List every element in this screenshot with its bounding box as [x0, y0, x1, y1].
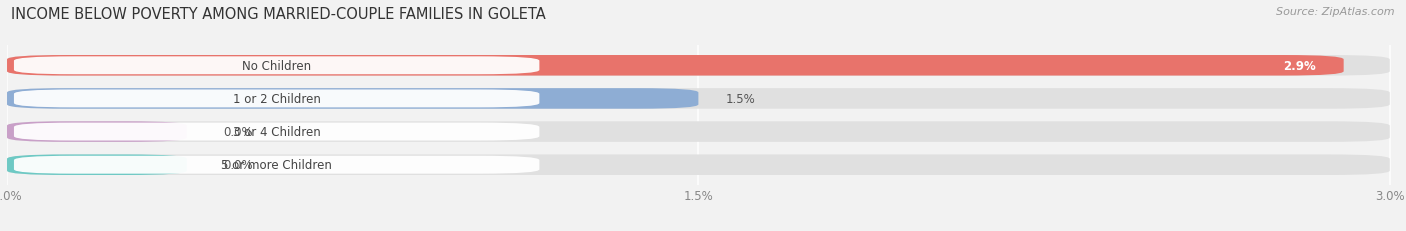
Text: 1 or 2 Children: 1 or 2 Children [233, 93, 321, 106]
FancyBboxPatch shape [7, 155, 187, 175]
FancyBboxPatch shape [14, 123, 540, 141]
FancyBboxPatch shape [7, 89, 699, 109]
Text: 1.5%: 1.5% [725, 93, 756, 106]
FancyBboxPatch shape [14, 90, 540, 108]
FancyBboxPatch shape [14, 57, 540, 75]
Text: 3 or 4 Children: 3 or 4 Children [233, 125, 321, 138]
FancyBboxPatch shape [14, 156, 540, 174]
Text: Source: ZipAtlas.com: Source: ZipAtlas.com [1277, 7, 1395, 17]
FancyBboxPatch shape [7, 122, 1389, 142]
FancyBboxPatch shape [7, 89, 1389, 109]
FancyBboxPatch shape [7, 122, 187, 142]
Text: No Children: No Children [242, 60, 311, 73]
FancyBboxPatch shape [7, 155, 1389, 175]
Text: 5 or more Children: 5 or more Children [221, 158, 332, 171]
Text: 0.0%: 0.0% [224, 158, 253, 171]
FancyBboxPatch shape [7, 56, 1344, 76]
Text: 0.0%: 0.0% [224, 125, 253, 138]
Text: INCOME BELOW POVERTY AMONG MARRIED-COUPLE FAMILIES IN GOLETA: INCOME BELOW POVERTY AMONG MARRIED-COUPL… [11, 7, 546, 22]
FancyBboxPatch shape [7, 56, 1389, 76]
Text: 2.9%: 2.9% [1284, 60, 1316, 73]
